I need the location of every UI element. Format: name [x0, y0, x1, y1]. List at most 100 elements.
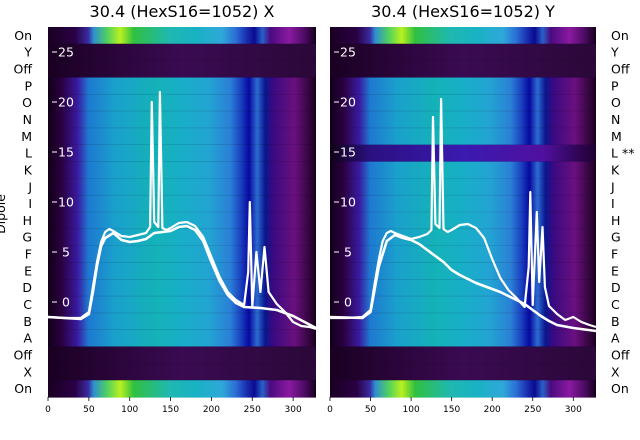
xtick-label: 200 — [203, 405, 220, 415]
dipole-label: Y — [23, 45, 32, 60]
heatmap-row-11 — [330, 195, 596, 213]
dipole-label: G — [22, 230, 32, 245]
dipole-label: K — [24, 162, 33, 177]
heatmap-row-4 — [48, 77, 316, 95]
ytick-label: 20 — [58, 95, 74, 110]
heatmap-row-21 — [48, 363, 316, 381]
dipole-label: Y — [610, 45, 619, 60]
heatmap-row-1 — [48, 27, 316, 45]
heatmap-row-19 — [48, 329, 316, 348]
heatmap-row-14 — [330, 245, 596, 264]
ytick-label: 15 — [58, 145, 74, 160]
heatmap-row-3 — [48, 60, 316, 79]
dipole-label: X — [23, 364, 32, 379]
xtick-label: 150 — [162, 405, 179, 415]
dipole-label: C — [611, 297, 620, 312]
xtick-label: 100 — [121, 405, 138, 415]
dipole-label: K — [611, 162, 620, 177]
heatmap-row-4 — [330, 77, 596, 95]
ytick-label: 10 — [58, 195, 74, 210]
heatmap-row-16 — [330, 279, 596, 297]
dipole-label: L ** — [611, 146, 634, 161]
chart-title-right: 30.4 (HexS16=1052) Y — [371, 2, 555, 21]
dipole-label: M — [611, 129, 622, 144]
dipole-label: H — [23, 213, 32, 228]
xtick-label: 50 — [365, 405, 377, 415]
dipole-label: F — [25, 247, 32, 262]
heatmap-row-13 — [48, 228, 316, 247]
dipole-label: A — [611, 331, 620, 346]
dipole-label: On — [14, 28, 32, 43]
dipole-label: N — [23, 112, 32, 127]
dipole-label: C — [23, 297, 32, 312]
heatmap-row-21 — [330, 363, 596, 381]
dipole-label: L — [25, 146, 32, 161]
heatmap-row-2 — [48, 43, 316, 62]
dipole-label: J — [27, 179, 32, 194]
heatmap-row-9 — [330, 161, 596, 179]
ytick-label: 25 — [58, 45, 74, 60]
heatmap-row-5 — [48, 94, 316, 112]
heatmap-row-19 — [330, 329, 596, 348]
heatmap-row-10 — [48, 178, 316, 196]
heatmap-row-16 — [48, 279, 316, 297]
heatmap-row-8 — [48, 144, 316, 163]
xtick-label: 0 — [45, 405, 51, 415]
xtick-label: 200 — [484, 405, 501, 415]
dipole-label: D — [22, 280, 32, 295]
heatmap-row-7 — [48, 127, 316, 146]
heatmap-row-2 — [330, 43, 596, 62]
dipole-label: O — [611, 95, 621, 110]
xtick-label: 250 — [244, 405, 261, 415]
heatmap-row-20 — [48, 346, 316, 364]
dipole-label: M — [21, 129, 32, 144]
y-axis-label: Dipole — [0, 194, 8, 234]
dipole-label: H — [611, 213, 620, 228]
heatmap-row-22 — [48, 380, 316, 398]
ytick-label: 25 — [340, 45, 356, 60]
xtick-label: 300 — [285, 405, 302, 415]
heatmap-row-6 — [48, 111, 316, 129]
xtick-label: 250 — [524, 405, 541, 415]
dipole-label: I — [611, 196, 615, 211]
ytick-label: 5 — [62, 245, 70, 260]
heatmap-row-14 — [48, 245, 316, 264]
heatmap-row-8 — [330, 144, 596, 163]
heatmap-row-12 — [330, 212, 596, 230]
dipole-label: B — [23, 314, 32, 329]
dipole-label: Off — [14, 62, 33, 77]
xtick-label: 50 — [83, 405, 95, 415]
heatmap-row-5 — [330, 94, 596, 112]
heatmap-row-20 — [330, 346, 596, 364]
ytick-label: 20 — [340, 95, 356, 110]
ytick-label: 5 — [344, 245, 352, 260]
chart-title-left: 30.4 (HexS16=1052) X — [90, 2, 275, 21]
dipole-label: On — [611, 28, 629, 43]
heatmap-row-13 — [330, 228, 596, 247]
dipole-label: P — [24, 78, 32, 93]
dipole-label: E — [24, 263, 32, 278]
xtick-label: 100 — [403, 405, 420, 415]
heatmap-row-18 — [330, 312, 596, 331]
xtick-label: 0 — [327, 405, 333, 415]
dipole-label: I — [28, 196, 32, 211]
dipole-label: B — [611, 314, 620, 329]
heatmap-row-6 — [330, 111, 596, 129]
heatmap-row-15 — [48, 262, 316, 280]
dipole-label: P — [611, 78, 619, 93]
heatmap-row-22 — [330, 380, 596, 398]
dipole-label: D — [611, 280, 621, 295]
dipole-label: X — [611, 364, 620, 379]
heatmap-row-10 — [330, 178, 596, 196]
ytick-label: 10 — [340, 195, 356, 210]
dipole-label: O — [22, 95, 32, 110]
dipole-label: N — [611, 112, 620, 127]
heatmap-row-18 — [48, 312, 316, 331]
heatmap-row-1 — [330, 27, 596, 45]
heatmap-row-11 — [48, 195, 316, 213]
dipole-label: On — [14, 381, 32, 396]
heatmap-row-7 — [330, 127, 596, 146]
